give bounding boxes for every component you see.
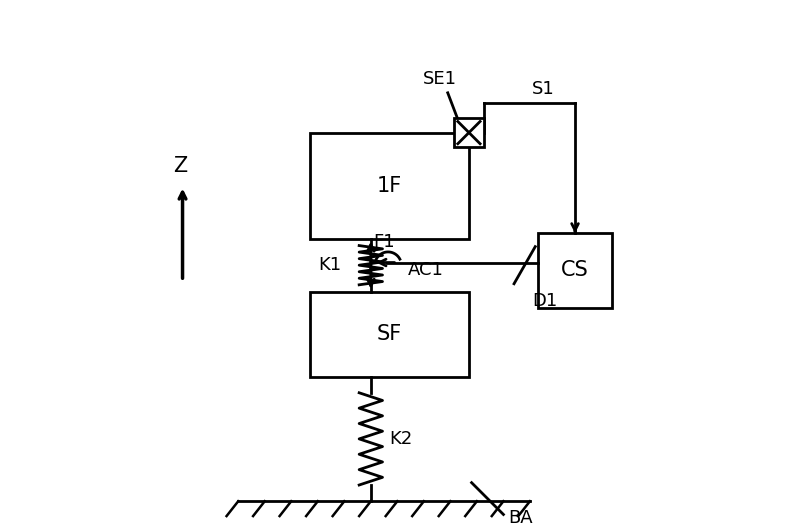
Text: D1: D1: [533, 292, 558, 310]
Text: SF: SF: [377, 324, 402, 344]
Text: 1F: 1F: [377, 176, 402, 196]
Text: K1: K1: [318, 256, 342, 274]
Text: K2: K2: [390, 430, 413, 448]
Text: CS: CS: [561, 261, 589, 280]
Bar: [310, 132, 469, 239]
Text: SE1: SE1: [422, 70, 457, 87]
Bar: [310, 292, 469, 377]
Bar: [454, 118, 484, 147]
Text: Z: Z: [173, 156, 187, 176]
Text: S1: S1: [532, 80, 554, 98]
Text: AC1: AC1: [408, 262, 444, 279]
Text: F1: F1: [374, 233, 395, 251]
Bar: [538, 234, 612, 307]
Text: BA: BA: [509, 509, 534, 527]
